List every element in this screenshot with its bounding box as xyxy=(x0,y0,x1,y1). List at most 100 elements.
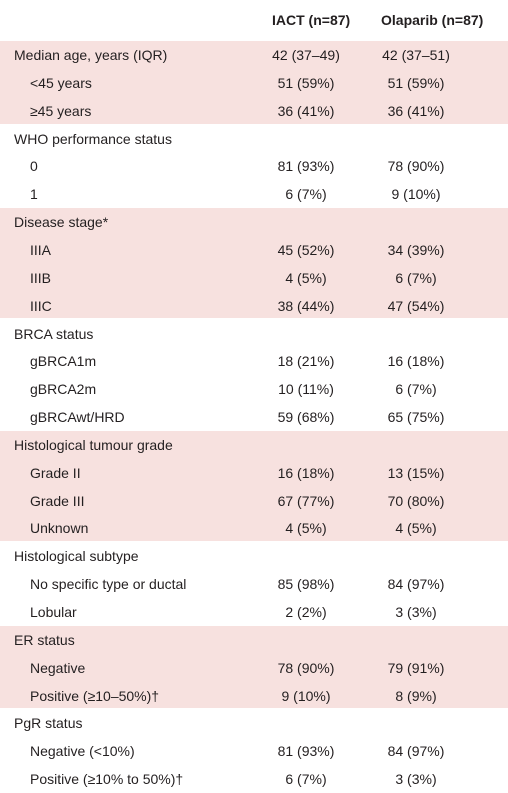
section-title-row: ER status xyxy=(0,626,508,654)
cell-value: 47 (54%) xyxy=(387,297,445,314)
section-title: ER status xyxy=(14,631,75,648)
cell-value: 51 (59%) xyxy=(277,74,335,91)
table-row: IIIC 38 (44%) 47 (54%) xyxy=(0,292,508,320)
table-row: ≥45 years 36 (41%) 36 (41%) xyxy=(0,97,508,125)
table-row: Grade III 67 (77%) 70 (80%) xyxy=(0,487,508,515)
section: Histological subtype No specific type or … xyxy=(0,541,508,625)
table-row: IIIB 4 (5%) 6 (7%) xyxy=(0,264,508,292)
row-label: Positive (≥10–50%)† xyxy=(30,687,160,704)
table-row: Positive (≥10–50%)† 9 (10%) 8 (9%) xyxy=(0,682,508,710)
cell-value: 4 (5%) xyxy=(285,520,327,537)
column-header: IACT (n=87) xyxy=(272,12,351,28)
row-label: 1 xyxy=(30,186,38,203)
section-title: Disease stage* xyxy=(14,214,109,231)
cell-value: 6 (7%) xyxy=(395,381,437,398)
cell-value: 79 (91%) xyxy=(387,659,445,676)
section: BRCA status gBRCA1m 18 (21%) 16 (18%) gBRCA2… xyxy=(0,318,508,430)
cell-value: 18 (21%) xyxy=(277,353,335,370)
table-row: gBRCA2m 10 (11%) 6 (7%) xyxy=(0,375,508,403)
cell-value: 42 (37–49) xyxy=(272,47,340,63)
section-title-row: WHO performance status xyxy=(0,125,508,153)
cell-value: 78 (90%) xyxy=(387,158,445,175)
section-title: PgR status xyxy=(14,715,83,732)
table-row: 0 81 (93%) 78 (90%) xyxy=(0,152,508,180)
section-title: Histological subtype xyxy=(14,548,139,565)
table-row: Positive (≥10% to 50%)† 6 (7%) 3 (3%) xyxy=(0,765,508,793)
cell-value: 34 (39%) xyxy=(387,241,445,258)
cell-value: 84 (97%) xyxy=(387,743,445,760)
row-label: IIIB xyxy=(30,269,52,286)
cell-value: 36 (41%) xyxy=(387,102,445,119)
table-row: 1 6 (7%) 9 (10%) xyxy=(0,180,508,208)
row-label: ≥45 years xyxy=(30,102,92,119)
row-label: Grade II xyxy=(30,464,81,481)
table-row: <45 years 51 (59%) 51 (59%) xyxy=(0,69,508,97)
row-label: Positive (≥10% to 50%)† xyxy=(30,771,184,788)
cell-value: 4 (5%) xyxy=(285,269,327,286)
cell-value: 2 (2%) xyxy=(285,603,327,620)
row-label: gBRCAwt/HRD xyxy=(30,409,125,426)
cell-value: 45 (52%) xyxy=(277,241,335,258)
table-row: No specific type or ductal 85 (98%) 84 (97… xyxy=(0,570,508,598)
cell-value: 3 (3%) xyxy=(395,603,437,620)
row-label: 0 xyxy=(30,158,38,175)
cell-value: 36 (41%) xyxy=(277,102,335,119)
cell-value: 3 (3%) xyxy=(395,771,437,788)
cell-value: 6 (7%) xyxy=(285,186,327,203)
cell-value: 65 (75%) xyxy=(387,409,445,426)
cell-value: 51 (59%) xyxy=(387,74,445,91)
table-row: gBRCA1m 18 (21%) 16 (18%) xyxy=(0,347,508,375)
cell-value: 59 (68%) xyxy=(277,409,335,426)
cell-value: 9 (10%) xyxy=(281,687,331,704)
row-label: Negative (<10%) xyxy=(30,743,135,760)
section: Disease stage* IIIA 45 (52%) 34 (39%) IIIB 4 … xyxy=(0,207,508,320)
cell-value: 84 (97%) xyxy=(387,576,445,593)
row-label: Negative xyxy=(30,659,86,676)
row-label: gBRCA1m xyxy=(30,353,97,370)
row-label: IIIA xyxy=(30,241,52,258)
cell-value: 9 (10%) xyxy=(391,186,441,203)
table-row: Grade II 16 (18%) 13 (15%) xyxy=(0,459,508,487)
cell-value: 16 (18%) xyxy=(387,353,445,370)
section-title: WHO performance status xyxy=(14,130,172,147)
header-row: IACT (n=87) Olaparib (n=87) xyxy=(0,0,508,40)
row-label: Lobular xyxy=(30,603,77,620)
cell-value: 78 (90%) xyxy=(277,659,335,676)
section-title-row: PgR status xyxy=(0,709,508,737)
cell-value: 6 (7%) xyxy=(285,771,327,788)
cell-value: 13 (15%) xyxy=(387,464,445,481)
row-label: Grade III xyxy=(30,492,85,509)
section-title-row: Histological subtype xyxy=(0,542,508,570)
row-label: Unknown xyxy=(30,520,89,537)
row-label: No specific type or ductal xyxy=(30,576,187,593)
section-title-row: Median age, years (IQR) 42 (37–49) 42 (37–… xyxy=(0,41,508,69)
row-label: gBRCA2m xyxy=(30,381,97,398)
cell-value: 6 (7%) xyxy=(395,269,437,286)
section-title-row: Histological tumour grade xyxy=(0,431,508,459)
cell-value: 67 (77%) xyxy=(277,492,335,509)
section-title-row: Disease stage* xyxy=(0,208,508,236)
table-row: Lobular 2 (2%) 3 (3%) xyxy=(0,598,508,626)
section-title: Histological tumour grade xyxy=(14,436,173,453)
section: Histological tumour grade Grade II 16 (18%… xyxy=(0,429,508,542)
cell-value: 16 (18%) xyxy=(277,464,335,481)
table-row: Negative 78 (90%) 79 (91%) xyxy=(0,654,508,682)
cell-value: 70 (80%) xyxy=(387,492,445,509)
cell-value: 42 (37–51) xyxy=(382,47,450,63)
column-header: Olaparib (n=87) xyxy=(381,12,484,28)
table-row: IIIA 45 (52%) 34 (39%) xyxy=(0,236,508,264)
row-label: <45 years xyxy=(30,74,92,91)
cell-value: 81 (93%) xyxy=(277,743,335,760)
row-label: IIIC xyxy=(30,297,52,314)
section: PgR status Negative (<10%) 81 (93%) 84 (97%… xyxy=(0,708,508,792)
section-title: Median age, years (IQR) xyxy=(14,47,168,63)
table-row: Negative (<10%) 81 (93%) 84 (97%) xyxy=(0,737,508,765)
cell-value: 4 (5%) xyxy=(395,520,437,537)
table-row: Unknown 4 (5%) 4 (5%) xyxy=(0,514,508,542)
section-title-row: BRCA status xyxy=(0,320,508,348)
section: Median age, years (IQR) 42 (37–49) 42 (37–… xyxy=(0,40,508,124)
cell-value: 85 (98%) xyxy=(277,576,335,593)
cell-value: 8 (9%) xyxy=(395,687,437,704)
cell-value: 10 (11%) xyxy=(278,381,334,398)
